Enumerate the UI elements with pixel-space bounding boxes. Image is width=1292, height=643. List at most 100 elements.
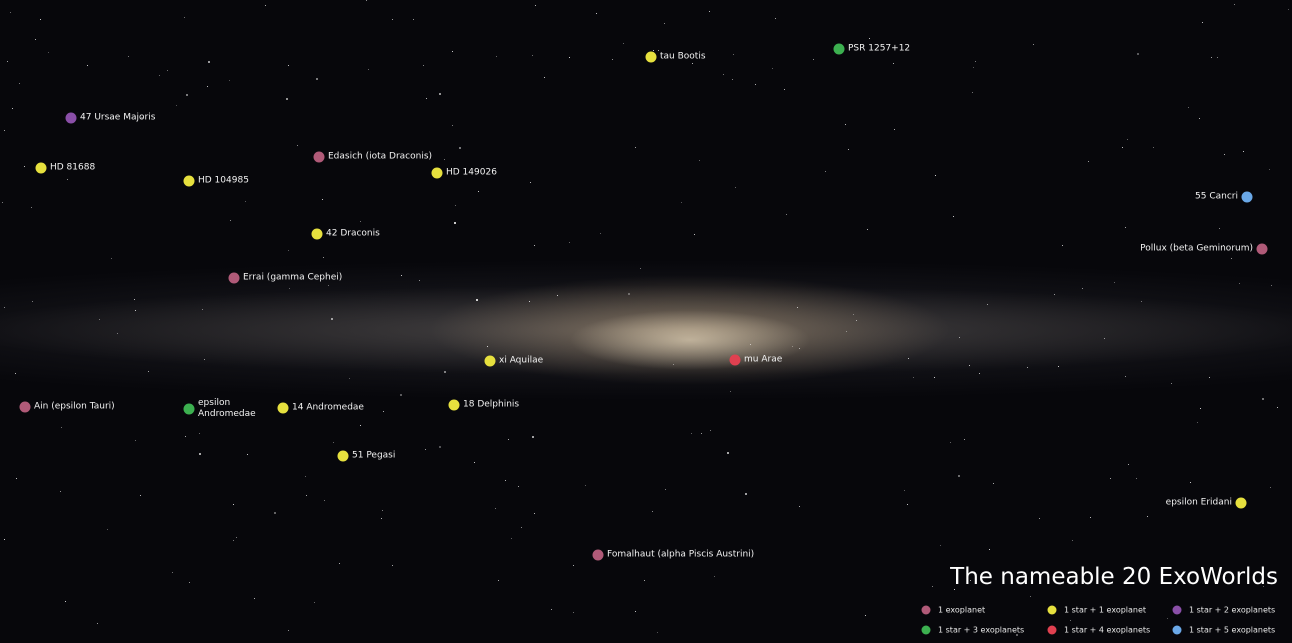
background-star [383, 411, 384, 412]
background-star [4, 307, 5, 308]
background-star [333, 442, 334, 443]
background-star [958, 475, 960, 477]
background-star [288, 65, 289, 66]
background-star [1153, 147, 1154, 148]
background-star [1110, 478, 1111, 479]
background-star [664, 23, 665, 24]
background-star [12, 108, 13, 109]
background-star [324, 500, 325, 501]
background-star [1016, 634, 1018, 636]
background-star [392, 565, 393, 566]
legend-marker [1048, 606, 1057, 615]
background-star [755, 84, 756, 85]
background-star [107, 529, 108, 530]
background-star [1224, 154, 1225, 155]
legend-marker [1048, 626, 1057, 635]
background-star [894, 129, 895, 130]
background-star [600, 233, 601, 234]
background-star [534, 245, 535, 246]
background-star [297, 145, 298, 146]
background-star [532, 436, 534, 438]
background-star [551, 609, 552, 610]
background-star [439, 93, 441, 95]
background-star [478, 191, 479, 192]
background-star [24, 166, 25, 167]
background-star [573, 612, 574, 613]
background-star [40, 19, 41, 20]
background-star [573, 565, 574, 566]
star-marker [66, 113, 77, 124]
star-label: epsilon Andromedae [198, 398, 248, 420]
background-star [1039, 518, 1040, 519]
background-star [1167, 618, 1168, 619]
background-star [640, 268, 641, 269]
star-marker [338, 451, 349, 462]
background-star [1125, 227, 1126, 228]
background-star [233, 540, 234, 541]
background-star [813, 59, 814, 60]
background-star [349, 378, 350, 379]
background-star [934, 377, 935, 378]
star-label: Pollux (beta Geminorum) [1140, 244, 1253, 255]
background-star [1054, 294, 1055, 295]
background-star [1082, 288, 1083, 289]
background-star [534, 513, 535, 514]
background-star [487, 346, 488, 347]
background-star [1030, 596, 1031, 597]
background-star [867, 229, 868, 230]
star-label: xi Aquilae [499, 356, 543, 367]
background-star [134, 299, 135, 300]
star-marker [184, 404, 195, 415]
background-star [1243, 151, 1244, 152]
background-star [4, 130, 5, 131]
map-title: The nameable 20 ExoWorlds [950, 564, 1278, 590]
background-star [202, 309, 203, 310]
background-star [368, 69, 369, 70]
star-marker [593, 550, 604, 561]
background-star [913, 377, 914, 378]
background-star [1262, 398, 1264, 400]
background-star [10, 12, 11, 13]
background-star [1070, 620, 1071, 621]
background-star [167, 70, 168, 71]
background-star [229, 80, 230, 81]
background-star [1190, 482, 1191, 483]
background-star [419, 280, 420, 281]
background-star [907, 504, 908, 505]
background-star [159, 75, 160, 76]
background-star [204, 359, 205, 360]
background-star [1217, 57, 1218, 58]
background-star [989, 549, 990, 550]
background-star [140, 495, 141, 496]
background-star [400, 394, 402, 396]
background-star [532, 55, 533, 56]
background-star [518, 486, 519, 487]
background-star [87, 65, 88, 66]
background-star [439, 446, 441, 448]
background-star [1200, 408, 1201, 409]
background-star [19, 83, 20, 84]
background-star [1248, 567, 1249, 568]
sky-map: The nameable 20 ExoWorlds tau BootisPSR … [0, 0, 1292, 643]
background-star [31, 207, 32, 208]
star-label: Edasich (iota Draconis) [328, 152, 432, 163]
background-star [135, 310, 136, 311]
background-star [48, 52, 49, 53]
legend-label: 1 star + 5 exoplanets [1189, 626, 1275, 635]
background-star [508, 439, 509, 440]
star-marker [1257, 244, 1268, 255]
background-star [505, 480, 506, 481]
background-star [772, 68, 773, 69]
background-star [970, 580, 971, 581]
background-star [723, 74, 724, 75]
background-star [694, 234, 695, 235]
background-star [846, 331, 847, 332]
background-star [61, 427, 62, 428]
background-star [1270, 487, 1271, 488]
background-star [1136, 478, 1137, 479]
background-star [784, 89, 785, 90]
background-star [1062, 245, 1063, 246]
background-star [1269, 169, 1270, 170]
background-star [733, 54, 734, 55]
background-star [316, 78, 318, 80]
